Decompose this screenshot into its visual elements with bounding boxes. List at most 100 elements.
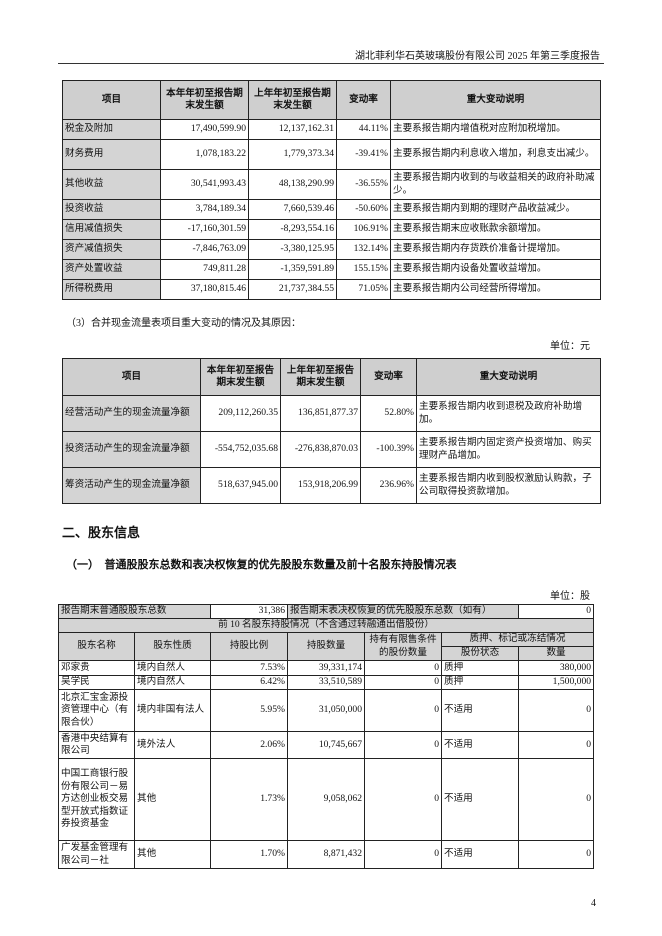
current-amount-cell: 209,112,260.35 — [200, 395, 281, 432]
current-amount-cell: 749,811.28 — [160, 259, 249, 280]
table-row: 其他收益 30,541,993.43 48,138,290.99 -36.55% 主要系… — [62, 169, 601, 200]
explanation-cell: 主要系报告期内公司经营所得增加。 — [390, 279, 601, 300]
shareholders-table: 报告期末普通股股东总数 31,386 报告期末表决权恢复的优先股股东总数（如有）… — [57, 604, 595, 869]
current-amount-cell: 1,078,183.22 — [160, 139, 249, 170]
pledge-quantity-cell: 0 — [518, 758, 595, 841]
holding-ratio-cell: 7.53% — [210, 660, 288, 676]
column-header: 变动率 — [360, 358, 417, 396]
pledge-quantity-cell: 0 — [518, 731, 595, 759]
page-number: 4 — [591, 898, 596, 909]
prior-amount-cell: -276,838,870.03 — [280, 431, 361, 468]
prior-amount-cell: 7,660,539.46 — [248, 199, 337, 220]
prior-amount-cell: 153,918,206.99 — [280, 467, 361, 504]
column-header: 上年年初至报告期末发生额 — [280, 358, 361, 396]
pledge-quantity-cell: 0 — [518, 689, 595, 732]
pledge-status-cell: 不适用 — [440, 689, 520, 732]
explanation-cell: 主要系报告期内设备处置收益增加。 — [390, 259, 601, 280]
change-rate-cell: 71.05% — [336, 279, 391, 300]
table-row: 税金及附加 17,490,599.90 12,137,162.31 44.11% 主要系… — [62, 119, 601, 140]
explanation-cell: 主要系报告期内到期的理财产品收益减少。 — [390, 199, 601, 220]
pledge-status-cell: 不适用 — [440, 731, 520, 759]
column-header: 本年年初至报告期末发生额 — [200, 358, 281, 396]
shareholder-name-cell: 吴学民 — [58, 675, 135, 690]
column-header: 本年年初至报告期末发生额 — [160, 80, 249, 120]
shareholder-name-cell: 中国工商银行股份有限公司－易方达创业板交易型开放式指数证券投资基金 — [58, 758, 135, 841]
table-header-row: 项目 本年年初至报告期末发生额 上年年初至报告期末发生额 变动率 重大变动说明 — [62, 358, 601, 396]
prior-amount-cell: -8,293,554.16 — [248, 219, 337, 240]
restricted-shares-cell: 0 — [364, 758, 442, 841]
item-cell: 财务费用 — [62, 139, 161, 170]
total-row: 报告期末普通股股东总数 31,386 报告期末表决权恢复的优先股股东总数（如有）… — [58, 604, 595, 619]
pledge-quantity-cell: 1,500,000 — [518, 675, 595, 690]
column-header: 变动率 — [336, 80, 391, 120]
pledge-quantity-cell: 380,000 — [518, 660, 595, 676]
change-rate-cell: 236.96% — [360, 467, 417, 504]
current-amount-cell: -554,752,035.68 — [200, 431, 281, 468]
explanation-cell: 主要系报告期内存货跌价准备计提增加。 — [390, 239, 601, 260]
restricted-shares-cell: 0 — [364, 840, 442, 869]
change-rate-cell: -39.41% — [336, 139, 391, 170]
subsection-title: （一） 普通股股东总数和表决权恢复的优先股股东数量及前十名股东持股情况表 — [66, 559, 457, 571]
section-title: 二、股东信息 — [62, 525, 141, 540]
table-row: 财务费用 1,078,183.22 1,779,373.34 -39.41% 主要系报告… — [62, 139, 601, 170]
table-header-row: 股东名称 股东性质 持股比例 持股数量 持有有限售条件的股份数量 质押、标记或冻… — [58, 632, 595, 661]
shareholder-type-cell: 境内非国有法人 — [134, 689, 211, 732]
change-rate-cell: 52.80% — [360, 395, 417, 432]
shareholder-type-cell: 境内自然人 — [134, 675, 211, 690]
column-header: 重大变动说明 — [390, 80, 601, 120]
explanation-cell: 主要系报告期内收到股权激励认购款，子公司取得投资款增加。 — [416, 467, 601, 504]
holding-quantity-cell: 39,331,174 — [287, 660, 365, 676]
prior-amount-cell: 1,779,373.34 — [248, 139, 337, 170]
top10-title: 前 10 名股东持股情况（不含通过转融通出借股份） — [57, 618, 595, 633]
explanation-cell: 主要系报告期内利息收入增加，利息支出减少。 — [390, 139, 601, 170]
header-divider — [58, 63, 604, 64]
column-header: 持股数量 — [287, 632, 365, 661]
current-amount-cell: -17,160,301.59 — [160, 219, 249, 240]
table-row: 筹资活动产生的现金流量净额 518,637,945.00 153,918,206.9… — [62, 467, 601, 504]
column-header: 股东性质 — [134, 632, 211, 661]
column-header: 股份状态 — [440, 646, 520, 661]
unit-label: 单位：元 — [550, 341, 590, 352]
holding-quantity-cell: 10,745,667 — [287, 731, 365, 759]
current-amount-cell: 30,541,993.43 — [160, 169, 249, 200]
restricted-shares-cell: 0 — [364, 731, 442, 759]
holding-quantity-cell: 8,871,432 — [287, 840, 365, 869]
top10-title-row: 前 10 名股东持股情况（不含通过转融通出借股份） — [57, 618, 595, 633]
item-cell: 投资活动产生的现金流量净额 — [62, 431, 201, 468]
column-header: 股东名称 — [58, 632, 135, 661]
change-rate-cell: 155.15% — [336, 259, 391, 280]
explanation-cell: 主要系报告期内固定资产投资增加、购买理财产品增加。 — [416, 431, 601, 468]
pledge-status-cell: 不适用 — [440, 758, 520, 841]
holding-ratio-cell: 1.73% — [210, 758, 288, 841]
column-header: 持有有限售条件的股份数量 — [364, 632, 442, 661]
column-header: 项目 — [62, 358, 201, 396]
pledge-status-cell: 质押 — [440, 660, 520, 676]
restricted-shares-cell: 0 — [364, 660, 442, 676]
restricted-shares-cell: 0 — [364, 689, 442, 732]
item-cell: 投资收益 — [62, 199, 161, 220]
current-amount-cell: -7,846,763.09 — [160, 239, 249, 260]
table-row: 信用减值损失 -17,160,301.59 -8,293,554.16 106.91%… — [62, 219, 601, 240]
holding-quantity-cell: 33,510,589 — [287, 675, 365, 690]
shareholder-type-cell: 境内自然人 — [134, 660, 211, 676]
shareholder-type-cell: 其他 — [134, 758, 211, 841]
current-amount-cell: 37,180,815.46 — [160, 279, 249, 300]
prior-amount-cell: 136,851,877.37 — [280, 395, 361, 432]
change-rate-cell: 44.11% — [336, 119, 391, 140]
holding-ratio-cell: 2.06% — [210, 731, 288, 759]
table-subheader-row: 股份状态 数量 — [59, 646, 595, 661]
column-header: 项目 — [62, 80, 161, 120]
prior-amount-cell: 48,138,290.99 — [248, 169, 337, 200]
prior-amount-cell: 21,737,384.55 — [248, 279, 337, 300]
income-changes-table: 项目 本年年初至报告期末发生额 上年年初至报告期末发生额 变动率 重大变动说明 … — [62, 80, 601, 300]
column-header: 上年年初至报告期末发生额 — [248, 80, 337, 120]
holding-ratio-cell: 1.70% — [210, 840, 288, 869]
shareholder-type-cell: 其他 — [134, 840, 211, 869]
table-row: 邓家贵 境内自然人 7.53% 39,331,174 0 质押 380,000 — [58, 660, 595, 676]
item-cell: 信用减值损失 — [62, 219, 161, 240]
item-cell: 资产处置收益 — [62, 259, 161, 280]
current-amount-cell: 518,637,945.00 — [200, 467, 281, 504]
explanation-cell: 主要系报告期末应收账款余额增加。 — [390, 219, 601, 240]
shareholder-name-cell: 邓家贵 — [58, 660, 135, 676]
column-header: 持股比例 — [210, 632, 288, 661]
